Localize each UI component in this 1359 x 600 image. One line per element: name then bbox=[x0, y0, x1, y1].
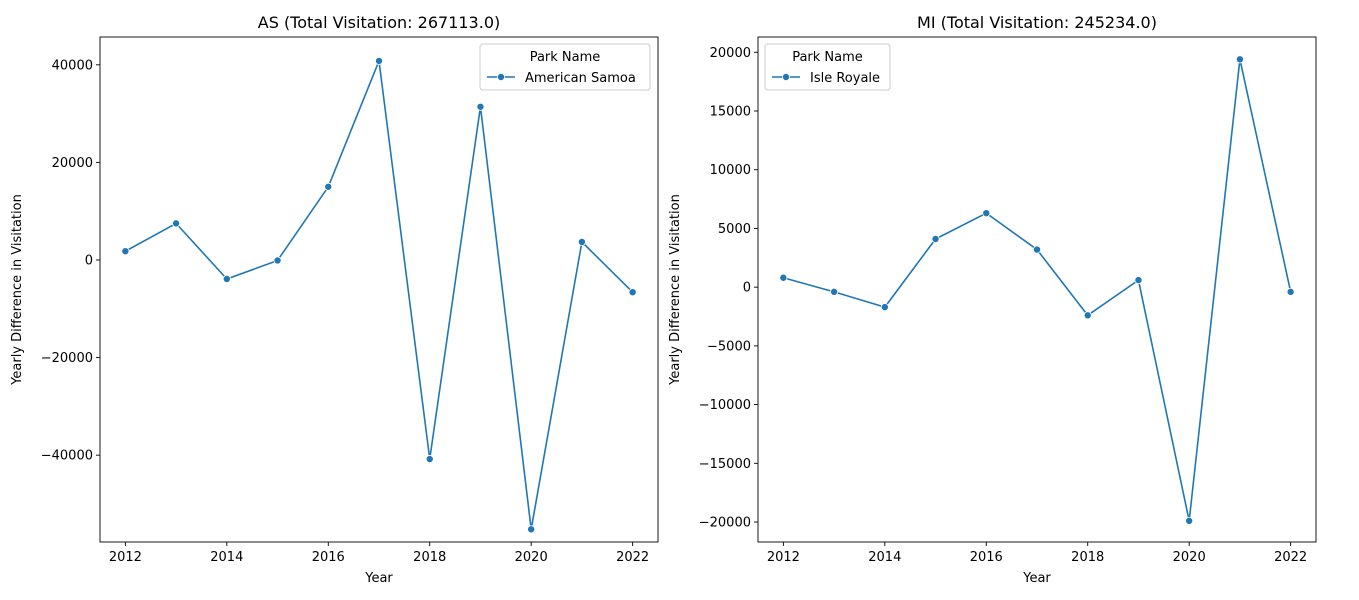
data-point bbox=[273, 256, 282, 265]
x-tick-label: 2014 bbox=[210, 550, 243, 565]
legend-entry-label: American Samoa bbox=[525, 71, 636, 86]
legend-entry-label: Isle Royale bbox=[810, 71, 880, 86]
data-point bbox=[880, 303, 889, 312]
y-tick-label: −20000 bbox=[699, 516, 751, 531]
x-tick-label: 2022 bbox=[616, 550, 649, 565]
y-tick-label: −5000 bbox=[707, 339, 751, 354]
data-point bbox=[324, 182, 333, 191]
x-tick-label: 2012 bbox=[109, 550, 142, 565]
plot-frame bbox=[757, 36, 1317, 543]
x-tick-label: 2022 bbox=[1274, 550, 1307, 565]
data-point bbox=[1185, 516, 1194, 525]
x-axis-label: Year bbox=[364, 571, 393, 586]
legend: Park Name American Samoa bbox=[479, 43, 651, 91]
y-tick-label: 20000 bbox=[710, 46, 751, 61]
data-point bbox=[577, 237, 586, 246]
y-tick-label: −40000 bbox=[41, 449, 93, 464]
x-tick-label: 2012 bbox=[767, 550, 800, 565]
data-point bbox=[121, 247, 130, 256]
y-tick-label: 0 bbox=[85, 253, 93, 268]
data-point bbox=[779, 273, 788, 282]
data-point bbox=[1134, 276, 1143, 285]
y-tick-label: 15000 bbox=[710, 104, 751, 119]
series-line bbox=[783, 58, 1292, 522]
x-tick-label: 2018 bbox=[413, 550, 446, 565]
legend: Park Name Isle Royale bbox=[764, 43, 891, 91]
legend-marker bbox=[782, 73, 791, 82]
data-point bbox=[425, 455, 434, 464]
data-point bbox=[222, 275, 231, 284]
x-axis-label: Year bbox=[1022, 571, 1051, 586]
data-point bbox=[982, 209, 991, 218]
y-tick-label: 5000 bbox=[718, 222, 751, 237]
legend-marker bbox=[496, 73, 505, 82]
data-point bbox=[931, 234, 940, 243]
plot-frame bbox=[99, 36, 659, 543]
x-tick-label: 2020 bbox=[1173, 550, 1206, 565]
legend-title: Park Name bbox=[792, 50, 863, 65]
data-point bbox=[1083, 311, 1092, 320]
x-tick-label: 2016 bbox=[312, 550, 345, 565]
y-tick-label: 10000 bbox=[710, 163, 751, 178]
y-axis-label: Yearly Difference in Visitation bbox=[10, 194, 25, 386]
series-line bbox=[124, 60, 634, 531]
y-axis-label: Yearly Difference in Visitation bbox=[668, 194, 683, 386]
chart-title: AS (Total Visitation: 267113.0) bbox=[258, 13, 501, 32]
data-point bbox=[172, 219, 181, 228]
legend-box bbox=[764, 43, 891, 91]
y-tick-label: −15000 bbox=[699, 457, 751, 472]
y-tick-label: −20000 bbox=[41, 351, 93, 366]
x-tick-label: 2018 bbox=[1071, 550, 1104, 565]
data-point bbox=[527, 525, 536, 534]
x-tick-label: 2014 bbox=[868, 550, 901, 565]
data-point bbox=[1235, 55, 1244, 64]
data-point bbox=[374, 56, 383, 65]
legend-box bbox=[479, 43, 651, 91]
legend-title: Park Name bbox=[530, 50, 601, 65]
chart-panel-1: AS (Total Visitation: 267113.0) 2012 2014 2… bbox=[10, 13, 659, 586]
chart-title: MI (Total Visitation: 245234.0) bbox=[917, 13, 1157, 32]
chart-panel-2: MI (Total Visitation: 245234.0) 2012 2014 2… bbox=[668, 13, 1317, 586]
data-point bbox=[628, 288, 637, 297]
data-point bbox=[1286, 287, 1295, 296]
x-tick-label: 2020 bbox=[515, 550, 548, 565]
y-tick-label: −10000 bbox=[699, 398, 751, 413]
data-point bbox=[476, 102, 485, 111]
data-point bbox=[830, 287, 839, 296]
data-point bbox=[1033, 245, 1042, 254]
y-tick-label: 20000 bbox=[52, 156, 93, 171]
y-tick-label: 40000 bbox=[52, 58, 93, 73]
x-tick-label: 2016 bbox=[970, 550, 1003, 565]
y-tick-label: 0 bbox=[743, 281, 751, 296]
